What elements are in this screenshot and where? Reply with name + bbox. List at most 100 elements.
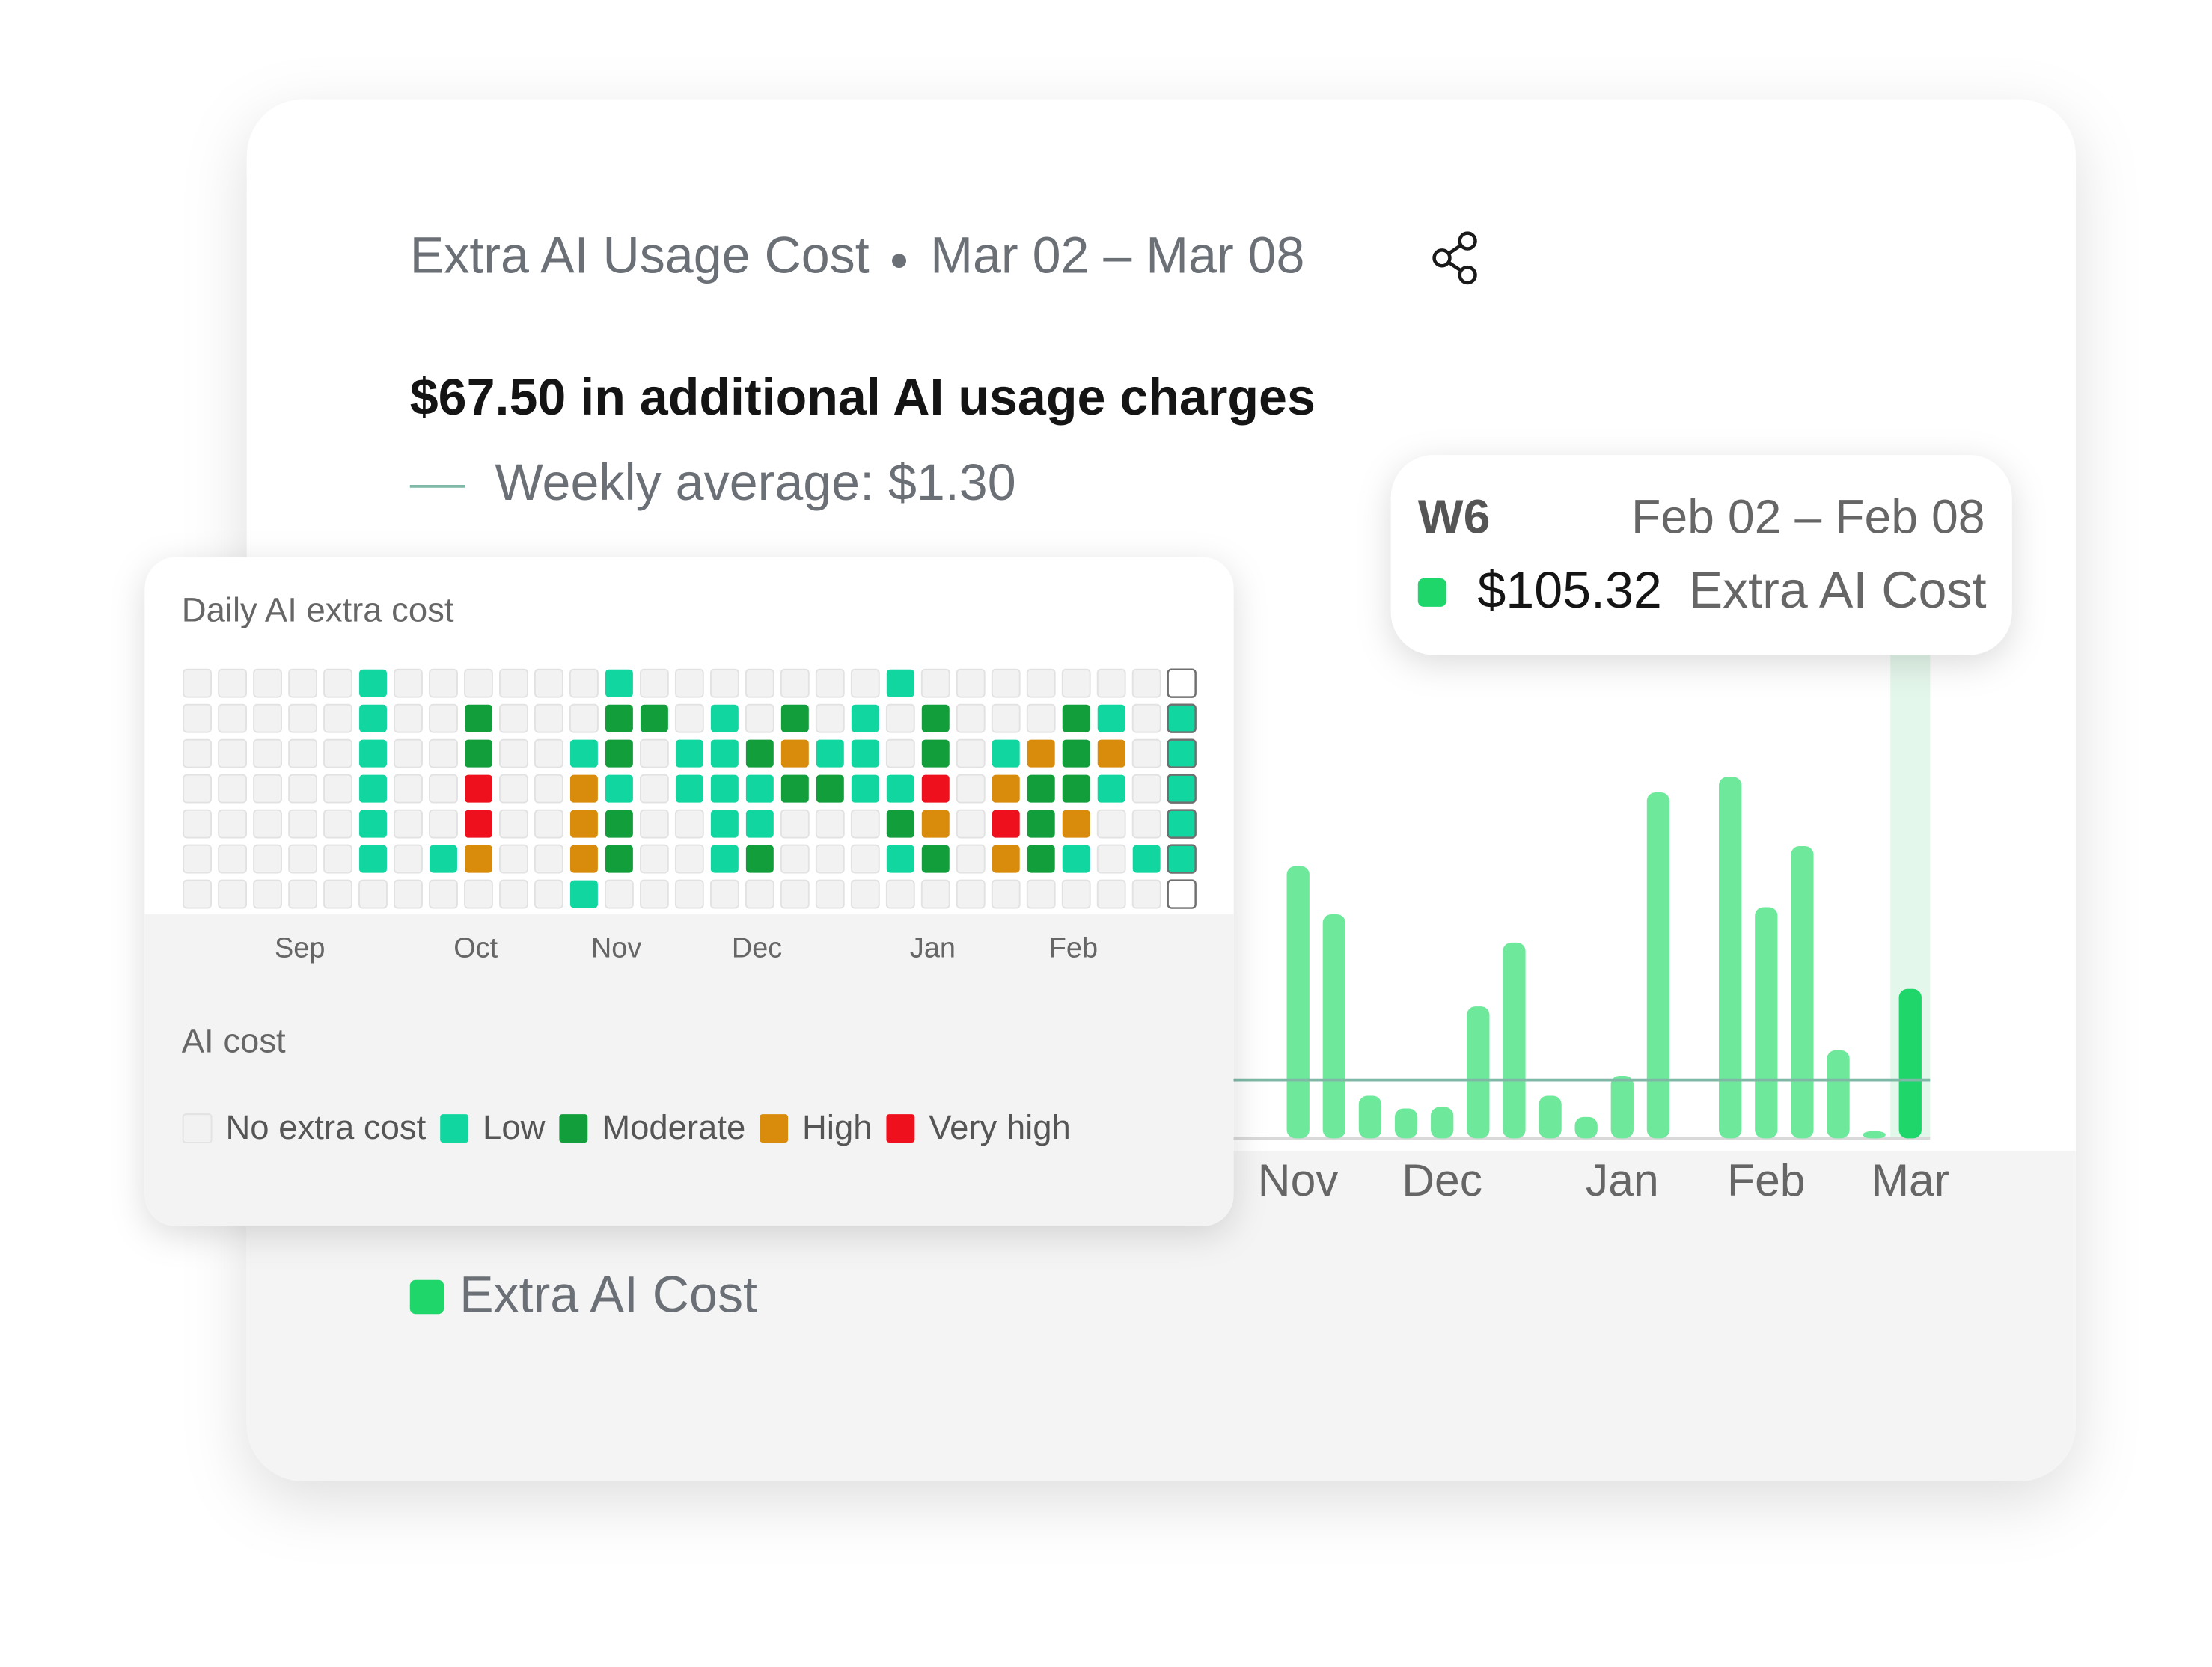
heatmap-cell — [218, 879, 247, 909]
heatmap-cell — [674, 668, 704, 698]
heatmap-cell — [605, 810, 633, 838]
bar — [1358, 1095, 1382, 1139]
heatmap-cell — [1131, 703, 1161, 733]
heatmap-cell — [674, 703, 704, 733]
legend-swatch — [886, 1114, 915, 1143]
heatmap-cell — [323, 809, 352, 839]
bar — [1322, 914, 1345, 1139]
heatmap-cell — [956, 668, 986, 698]
heatmap-cell — [183, 738, 213, 768]
heatmap-cell — [709, 668, 739, 698]
heatmap-cell — [886, 774, 914, 803]
heatmap-cell — [991, 879, 1021, 909]
heatmap-cell — [534, 738, 563, 768]
heatmap-cell — [780, 739, 809, 768]
heatmap-cell — [499, 668, 528, 698]
heatmap-cell — [605, 739, 633, 768]
heatmap-cell — [992, 845, 1020, 873]
heatmap-cell — [534, 879, 563, 909]
heatmap-cell — [288, 879, 317, 909]
heatmap-cell — [394, 879, 423, 909]
tooltip-value: $105.32 — [1477, 562, 1661, 619]
heatmap-cell — [1167, 703, 1197, 733]
heatmap-cell — [675, 774, 703, 803]
heatmap-cell — [394, 774, 423, 804]
heatmap-cell — [815, 844, 845, 874]
bar — [1539, 1095, 1562, 1139]
heatmap-cell — [745, 703, 774, 733]
bar — [1827, 1050, 1850, 1139]
heatmap-cell — [253, 738, 282, 768]
tooltip-background — [1390, 455, 2012, 655]
legend-label: Extra AI Cost — [459, 1266, 757, 1323]
x-tick-label: Mar — [1872, 1154, 1949, 1205]
heatmap-cell — [815, 703, 845, 733]
heatmap-cell — [499, 809, 528, 839]
heatmap-cell — [1062, 845, 1090, 873]
heatmap-cell — [1027, 810, 1055, 838]
heatmap: Sep Oct Nov Dec Jan Feb — [183, 668, 1197, 964]
heatmap-legend: No extra cost Low Moderate High Very high — [182, 1108, 1071, 1146]
heatmap-cell — [534, 668, 563, 698]
heatmap-cell — [183, 703, 213, 733]
heatmap-cell — [1131, 738, 1161, 768]
heatmap-cell — [991, 703, 1021, 733]
heatmap-cell — [1026, 879, 1056, 909]
heatmap-cell — [1132, 845, 1161, 873]
heatmap-cell — [816, 774, 844, 803]
heatmap-cell — [183, 879, 213, 909]
bar — [1791, 846, 1814, 1139]
heatmap-cell — [288, 738, 317, 768]
heatmap-cell — [323, 844, 352, 874]
heatmap-cell — [499, 738, 528, 768]
heatmap-cell — [218, 774, 247, 804]
heatmap-cell — [1167, 738, 1197, 768]
tooltip-swatch — [1417, 578, 1446, 607]
heatmap-cell — [956, 738, 986, 768]
heatmap-cell — [745, 879, 774, 909]
heatmap-cell — [429, 774, 458, 804]
heatmap-cell — [816, 739, 844, 768]
heatmap-cell — [640, 704, 668, 732]
heatmap-cell — [851, 774, 879, 803]
legend-swatch — [760, 1114, 789, 1143]
bar — [1431, 1107, 1454, 1139]
heatmap-cell — [1062, 704, 1090, 732]
heatmap-cell — [288, 844, 317, 874]
heatmap-cell — [1167, 668, 1197, 698]
average-label: Weekly average: $1.30 — [495, 454, 1015, 511]
heatmap-cell — [920, 668, 950, 698]
heatmap-cell — [429, 738, 458, 768]
heatmap-cell — [569, 739, 598, 768]
heatmap-cell — [710, 739, 739, 768]
heatmap-cell — [429, 809, 458, 839]
heatmap-cell — [992, 774, 1020, 803]
heatmap-cell — [921, 810, 950, 838]
heatmap-cell — [710, 704, 739, 732]
legend-swatch — [182, 1113, 213, 1143]
heatmap-cell — [1096, 844, 1126, 874]
heatmap-cell — [253, 879, 282, 909]
heatmap-cell — [253, 844, 282, 874]
heatmap-cell — [429, 703, 458, 733]
heatmap-cell — [885, 703, 915, 733]
heatmap-cell — [921, 739, 950, 768]
panel-footer — [144, 914, 1234, 1226]
heatmap-cell — [288, 703, 317, 733]
heatmap-cell — [921, 704, 950, 732]
heatmap-cell — [253, 809, 282, 839]
bar-chart: Nov Dec Jan Feb Mar — [1219, 652, 1949, 1205]
heatmap-cell — [1131, 809, 1161, 839]
heatmap-cell — [920, 879, 950, 909]
heatmap-cell — [218, 668, 247, 698]
heatmap-cell — [218, 809, 247, 839]
card-period: Mar 02 – Mar 08 — [930, 227, 1304, 284]
heatmap-cell — [569, 703, 599, 733]
share-button[interactable] — [1432, 231, 1477, 285]
heatmap-cell — [710, 845, 739, 873]
legend-label: High — [802, 1108, 872, 1146]
heatmap-cell — [605, 704, 633, 732]
heatmap-cell — [464, 668, 493, 698]
tooltip-range: Feb 02 – Feb 08 — [1631, 489, 1985, 543]
